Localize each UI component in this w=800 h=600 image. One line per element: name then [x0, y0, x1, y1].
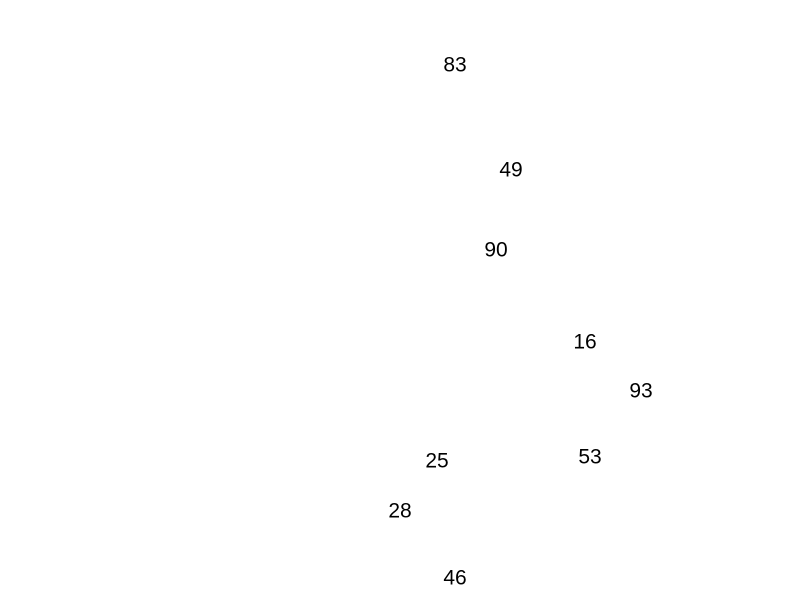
number-label: 46 [443, 566, 467, 590]
number-label: 49 [499, 158, 523, 182]
number-label: 90 [484, 238, 508, 262]
number-label: 25 [425, 449, 449, 473]
number-label: 83 [443, 53, 467, 77]
number-label: 28 [388, 499, 412, 523]
number-label: 16 [573, 330, 597, 354]
number-label: 53 [578, 445, 602, 469]
number-label: 93 [629, 379, 653, 403]
